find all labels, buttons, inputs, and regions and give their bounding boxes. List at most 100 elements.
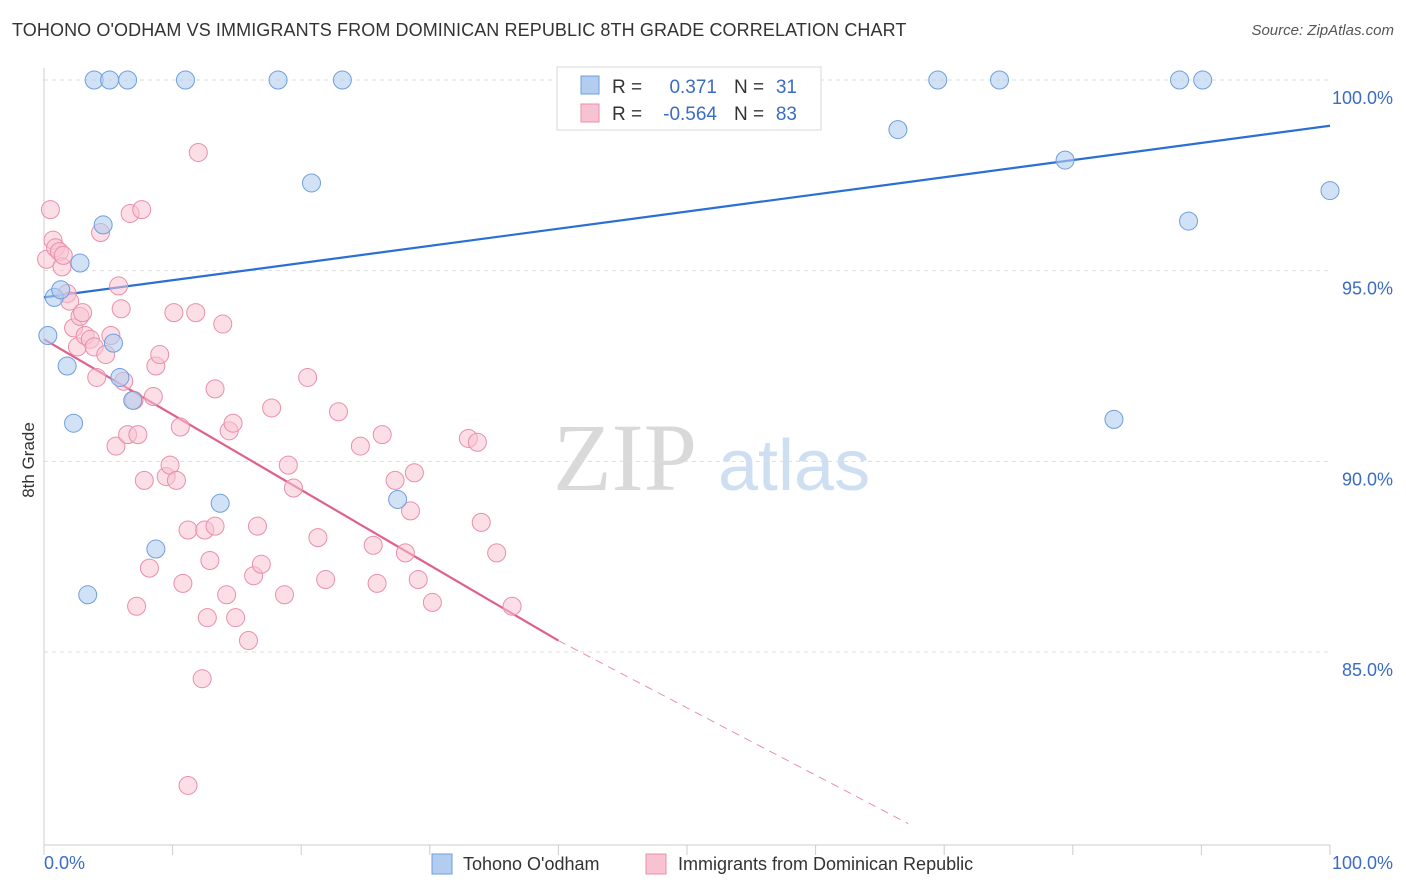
legend-swatch-blue [580, 75, 600, 95]
point-dominican-republic [308, 528, 328, 548]
point-dominican-republic [150, 345, 170, 365]
x-tick-label-min: 0.0% [44, 853, 85, 873]
point-tohono-oodham [78, 585, 98, 605]
legend-n-label-2: N = [734, 104, 764, 125]
point-dominican-republic [298, 367, 318, 387]
point-tohono-oodham [1170, 70, 1190, 90]
legend-box [556, 66, 822, 131]
point-dominican-republic [316, 570, 336, 590]
point-dominican-republic [40, 200, 60, 220]
point-dominican-republic [188, 142, 208, 162]
chart-title: TOHONO O'ODHAM VS IMMIGRANTS FROM DOMINI… [12, 20, 907, 40]
trendline-dominican-republic-extension [558, 640, 909, 825]
point-tohono-oodham [332, 70, 352, 90]
point-dominican-republic [274, 585, 294, 605]
point-dominican-republic [178, 775, 198, 795]
point-tohono-oodham [100, 70, 120, 90]
point-dominican-republic [217, 585, 237, 605]
point-dominican-republic [132, 200, 152, 220]
bottom-legend-swatch-blue [431, 853, 453, 875]
point-dominican-republic [205, 379, 225, 399]
bottom-legend-label-1: Tohono O'odham [463, 854, 600, 874]
y-tick-label: 85.0% [1342, 660, 1393, 680]
x-tick-label-max: 100.0% [1332, 853, 1393, 873]
legend-n-value-2: 83 [776, 104, 797, 125]
point-dominican-republic [502, 596, 522, 616]
point-tohono-oodham [1104, 409, 1124, 429]
watermark-zip: ZIP [553, 404, 697, 511]
trendline-tohono-oodham [43, 124, 1331, 299]
point-dominican-republic [487, 543, 507, 563]
legend: R = 0.371 N = 31 R = -0.564 N = 83 [556, 66, 822, 131]
point-dominican-republic [226, 608, 246, 628]
point-tohono-oodham [146, 539, 166, 559]
point-dominican-republic [422, 592, 442, 612]
point-dominican-republic [170, 417, 190, 437]
point-dominican-republic [471, 512, 491, 532]
point-tohono-oodham [123, 390, 143, 410]
point-dominican-republic [404, 463, 424, 483]
point-dominican-republic [467, 432, 487, 452]
point-dominican-republic [205, 516, 225, 536]
bottom-legend-swatch-pink [645, 853, 667, 875]
point-tohono-oodham [928, 70, 948, 90]
data-points [37, 70, 1340, 795]
y-tick-label: 90.0% [1342, 469, 1393, 489]
point-dominican-republic [223, 413, 243, 433]
point-dominican-republic [109, 276, 129, 296]
point-tohono-oodham [989, 70, 1009, 90]
point-dominican-republic [192, 669, 212, 689]
legend-r-label-1: R = [612, 77, 642, 98]
point-dominican-republic [363, 535, 383, 555]
point-tohono-oodham [38, 325, 58, 345]
point-tohono-oodham [57, 356, 77, 376]
point-dominican-republic [262, 398, 282, 418]
bottom-legend: Tohono O'odham Immigrants from Dominican… [431, 853, 973, 875]
point-tohono-oodham [1179, 211, 1199, 231]
point-dominican-republic [385, 470, 405, 490]
point-dominican-republic [372, 425, 392, 445]
point-tohono-oodham [1193, 70, 1213, 90]
point-tohono-oodham [70, 253, 90, 273]
point-dominican-republic [197, 608, 217, 628]
point-dominican-republic [73, 303, 93, 323]
point-tohono-oodham [210, 493, 230, 513]
point-dominican-republic [128, 425, 148, 445]
point-dominican-republic [283, 478, 303, 498]
grid-lines [44, 79, 1330, 653]
point-dominican-republic [238, 631, 258, 651]
legend-r-value-2: -0.564 [663, 104, 717, 125]
point-tohono-oodham [118, 70, 138, 90]
point-dominican-republic [106, 436, 126, 456]
point-dominican-republic [251, 554, 271, 574]
point-tohono-oodham [103, 333, 123, 353]
point-dominican-republic [134, 470, 154, 490]
point-dominican-republic [53, 245, 73, 265]
point-dominican-republic [408, 570, 428, 590]
point-tohono-oodham [175, 70, 195, 90]
point-dominican-republic [278, 455, 298, 475]
point-dominican-republic [111, 299, 131, 319]
legend-swatch-pink [580, 103, 600, 123]
point-dominican-republic [164, 303, 184, 323]
point-tohono-oodham [888, 120, 908, 140]
point-tohono-oodham [93, 215, 113, 235]
axes [43, 68, 1331, 855]
point-dominican-republic [200, 550, 220, 570]
y-axis-title: 8th Grade [19, 422, 38, 498]
watermark-atlas: atlas [718, 426, 870, 506]
legend-r-label-2: R = [612, 104, 642, 125]
y-tick-labels: 100.0% 95.0% 90.0% 85.0% [1332, 88, 1393, 680]
point-dominican-republic [350, 436, 370, 456]
point-tohono-oodham [1320, 181, 1340, 201]
point-dominican-republic [213, 314, 233, 334]
point-dominican-republic [178, 520, 198, 540]
point-tohono-oodham [51, 280, 71, 300]
point-dominican-republic [143, 387, 163, 407]
point-tohono-oodham [301, 173, 321, 193]
point-tohono-oodham [388, 489, 408, 509]
point-dominican-republic [173, 573, 193, 593]
point-dominican-republic [186, 303, 206, 323]
source-credit: Source: ZipAtlas.com [1251, 22, 1394, 39]
point-dominican-republic [127, 596, 147, 616]
